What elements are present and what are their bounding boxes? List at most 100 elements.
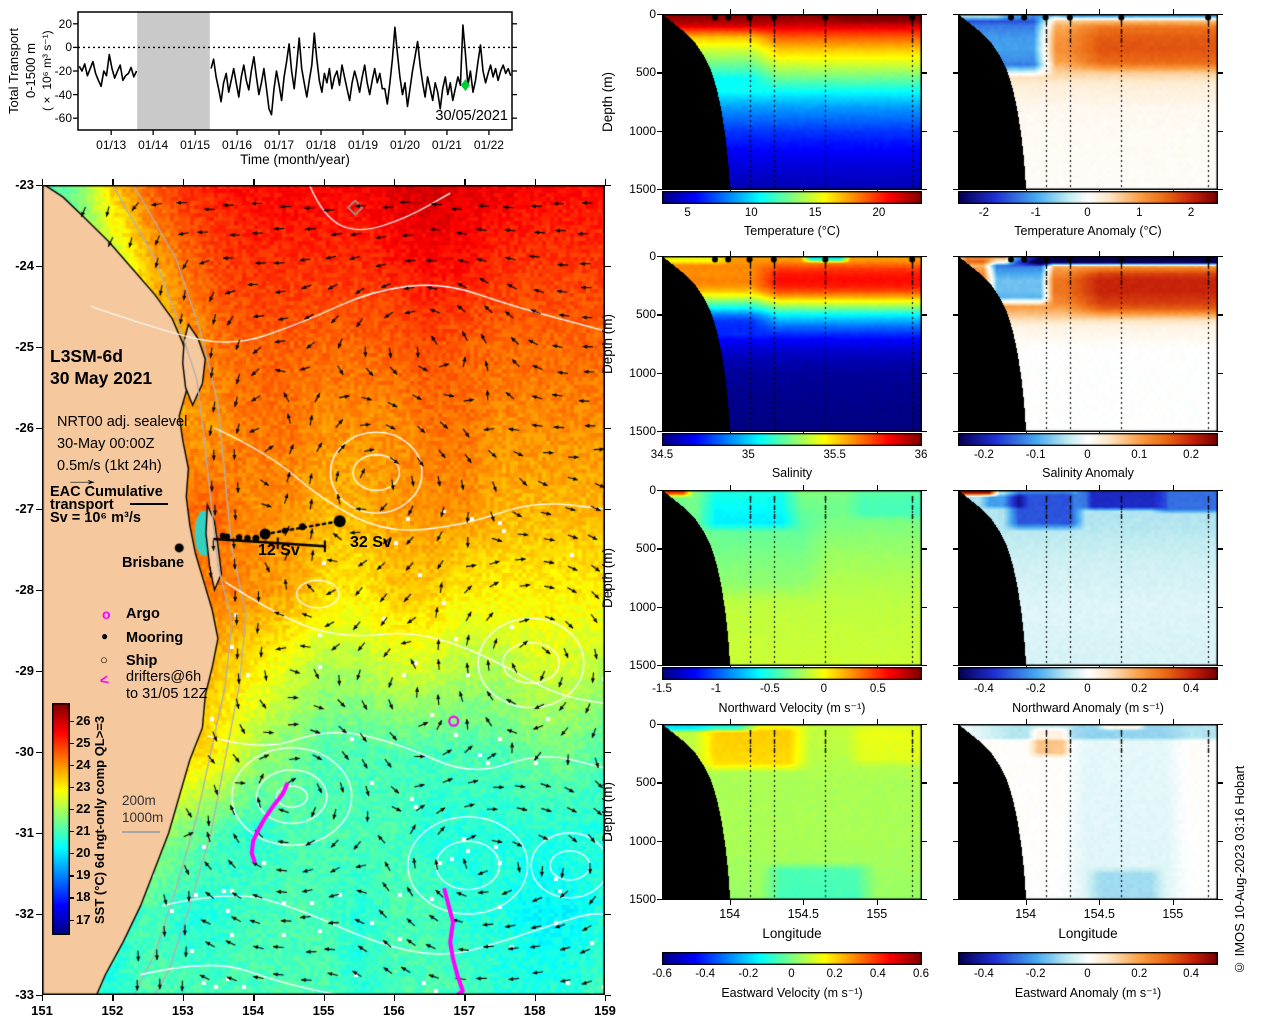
tick-mark bbox=[953, 840, 958, 842]
tick-mark bbox=[922, 782, 927, 784]
depth-axis-label: Depth (m) bbox=[600, 548, 615, 609]
tick-mark bbox=[182, 179, 185, 185]
map-subtitle-line1: NRT00 adj. sealevel bbox=[57, 414, 188, 430]
tick-mark bbox=[803, 900, 805, 905]
tick-mark bbox=[70, 875, 74, 877]
transport-xlabel: Time (month/year) bbox=[240, 152, 350, 167]
tick-mark bbox=[729, 485, 731, 490]
depth-tick-label: 1500 bbox=[629, 892, 656, 906]
depth-tick-label: 1000 bbox=[629, 599, 656, 614]
tick-mark bbox=[922, 314, 927, 316]
sst-cbtick-label: 23 bbox=[76, 778, 91, 794]
tick-mark bbox=[605, 347, 611, 349]
colorbar-axis-label: Temperature Anomaly (°C) bbox=[1014, 224, 1162, 238]
tick-mark bbox=[657, 431, 662, 433]
tick-mark bbox=[36, 914, 42, 916]
ship-marker-icon: ○ bbox=[100, 652, 108, 667]
tick-mark bbox=[1025, 251, 1027, 256]
sst-cbtick-label: 22 bbox=[76, 801, 91, 817]
mooring-marker-icon: ● bbox=[101, 629, 109, 643]
longitude-tick-label: 155 bbox=[1162, 907, 1184, 921]
tick-mark bbox=[464, 179, 466, 185]
tick-mark bbox=[70, 897, 74, 899]
colorbar-tick-label: 0.2 bbox=[1183, 449, 1200, 461]
sst-colorbar bbox=[52, 703, 70, 935]
temperature-colorbar bbox=[662, 191, 922, 204]
legend-label-mooring: Mooring bbox=[126, 630, 184, 646]
tick-mark bbox=[1025, 900, 1027, 905]
colorbar-tick-label: 0.2 bbox=[826, 968, 843, 980]
copyright-text: © IMOS 10-Aug-2023 03:16 Hobart bbox=[1232, 765, 1247, 975]
sst-cbtick-label: 17 bbox=[76, 911, 91, 927]
depth-tick-label: 1500 bbox=[629, 424, 656, 438]
tick-mark bbox=[657, 782, 662, 784]
tick-mark bbox=[36, 509, 42, 511]
map-xtick-label: 153 bbox=[171, 1003, 194, 1018]
tick-mark bbox=[1218, 72, 1223, 74]
tick-mark bbox=[803, 485, 805, 490]
tick-mark bbox=[393, 179, 396, 185]
tick-mark bbox=[876, 900, 879, 905]
colorbar-tick-label: 0.1 bbox=[1131, 449, 1148, 461]
tick-mark bbox=[922, 899, 927, 901]
colorbar-tick-label: 0 bbox=[788, 968, 795, 980]
depth-legend-200m: 200m bbox=[122, 793, 156, 808]
colorbar-tick-label: 15 bbox=[808, 207, 822, 219]
tick-mark bbox=[605, 671, 611, 673]
tick-mark bbox=[657, 899, 662, 901]
map-ytick-label: -26 bbox=[15, 420, 34, 435]
colorbar-tick-label: -1 bbox=[1030, 207, 1041, 219]
tick-mark bbox=[1172, 251, 1175, 256]
northward_anomaly-panel bbox=[958, 490, 1218, 666]
salinity_anomaly-panel bbox=[958, 256, 1218, 432]
tick-mark bbox=[534, 995, 537, 1001]
depth-legend-1000m: 1000m bbox=[122, 810, 164, 825]
tick-mark bbox=[393, 995, 396, 1001]
transport-ytick-label: 20 bbox=[58, 16, 72, 31]
colorbar-tick-label: -0.4 bbox=[973, 683, 994, 695]
map-ytick-label: -32 bbox=[15, 906, 34, 921]
tick-mark bbox=[1218, 606, 1223, 608]
tick-mark bbox=[729, 251, 731, 256]
tick-mark bbox=[953, 72, 958, 74]
transport-xtick-label: 01/20 bbox=[389, 138, 420, 152]
colorbar-tick-label: 0 bbox=[1084, 207, 1091, 219]
tick-mark bbox=[922, 130, 927, 132]
tick-mark bbox=[464, 995, 466, 1001]
tick-mark bbox=[1218, 548, 1223, 550]
tick-mark bbox=[1025, 9, 1027, 14]
tick-mark bbox=[253, 995, 255, 1001]
transport-ytick-label: -60 bbox=[54, 111, 72, 126]
colorbar-tick-label: 0 bbox=[820, 683, 828, 695]
map-xtick-label: 154 bbox=[242, 1003, 264, 1018]
tick-mark bbox=[605, 509, 611, 511]
sst-map-canvas bbox=[42, 185, 605, 995]
colorbar-axis-label: Northward Velocity (m s⁻¹) bbox=[718, 701, 866, 715]
tick-mark bbox=[657, 372, 662, 374]
city-label: Brisbane bbox=[122, 555, 185, 571]
tick-mark bbox=[323, 995, 325, 1001]
tick-mark bbox=[70, 742, 74, 744]
tick-mark bbox=[605, 995, 611, 997]
temperature_anomaly-colorbar bbox=[958, 191, 1218, 204]
tick-mark bbox=[605, 833, 611, 835]
depth-tick-label: 1500 bbox=[629, 182, 656, 196]
tick-mark bbox=[657, 724, 662, 726]
tick-mark bbox=[657, 72, 662, 74]
tick-mark bbox=[953, 256, 958, 258]
colorbar-tick-label: 34.5 bbox=[650, 449, 674, 461]
sst-cbtick-label: 21 bbox=[76, 823, 91, 839]
sst-cbtick-label: 26 bbox=[76, 712, 91, 728]
tick-mark bbox=[182, 995, 185, 1001]
tick-mark bbox=[953, 665, 958, 667]
tick-mark bbox=[1218, 314, 1223, 316]
tick-mark bbox=[1218, 840, 1223, 842]
tick-mark bbox=[1218, 899, 1223, 901]
map-ytick-label: -24 bbox=[15, 258, 34, 273]
colorbar-axis-label: Salinity bbox=[771, 466, 813, 480]
transport-ytick-label: -20 bbox=[54, 64, 72, 78]
tick-mark bbox=[922, 72, 927, 74]
depth-tick-label: 500 bbox=[635, 541, 656, 556]
map-ytick-label: -27 bbox=[15, 501, 34, 516]
colorbar-tick-label: 5 bbox=[684, 207, 691, 219]
